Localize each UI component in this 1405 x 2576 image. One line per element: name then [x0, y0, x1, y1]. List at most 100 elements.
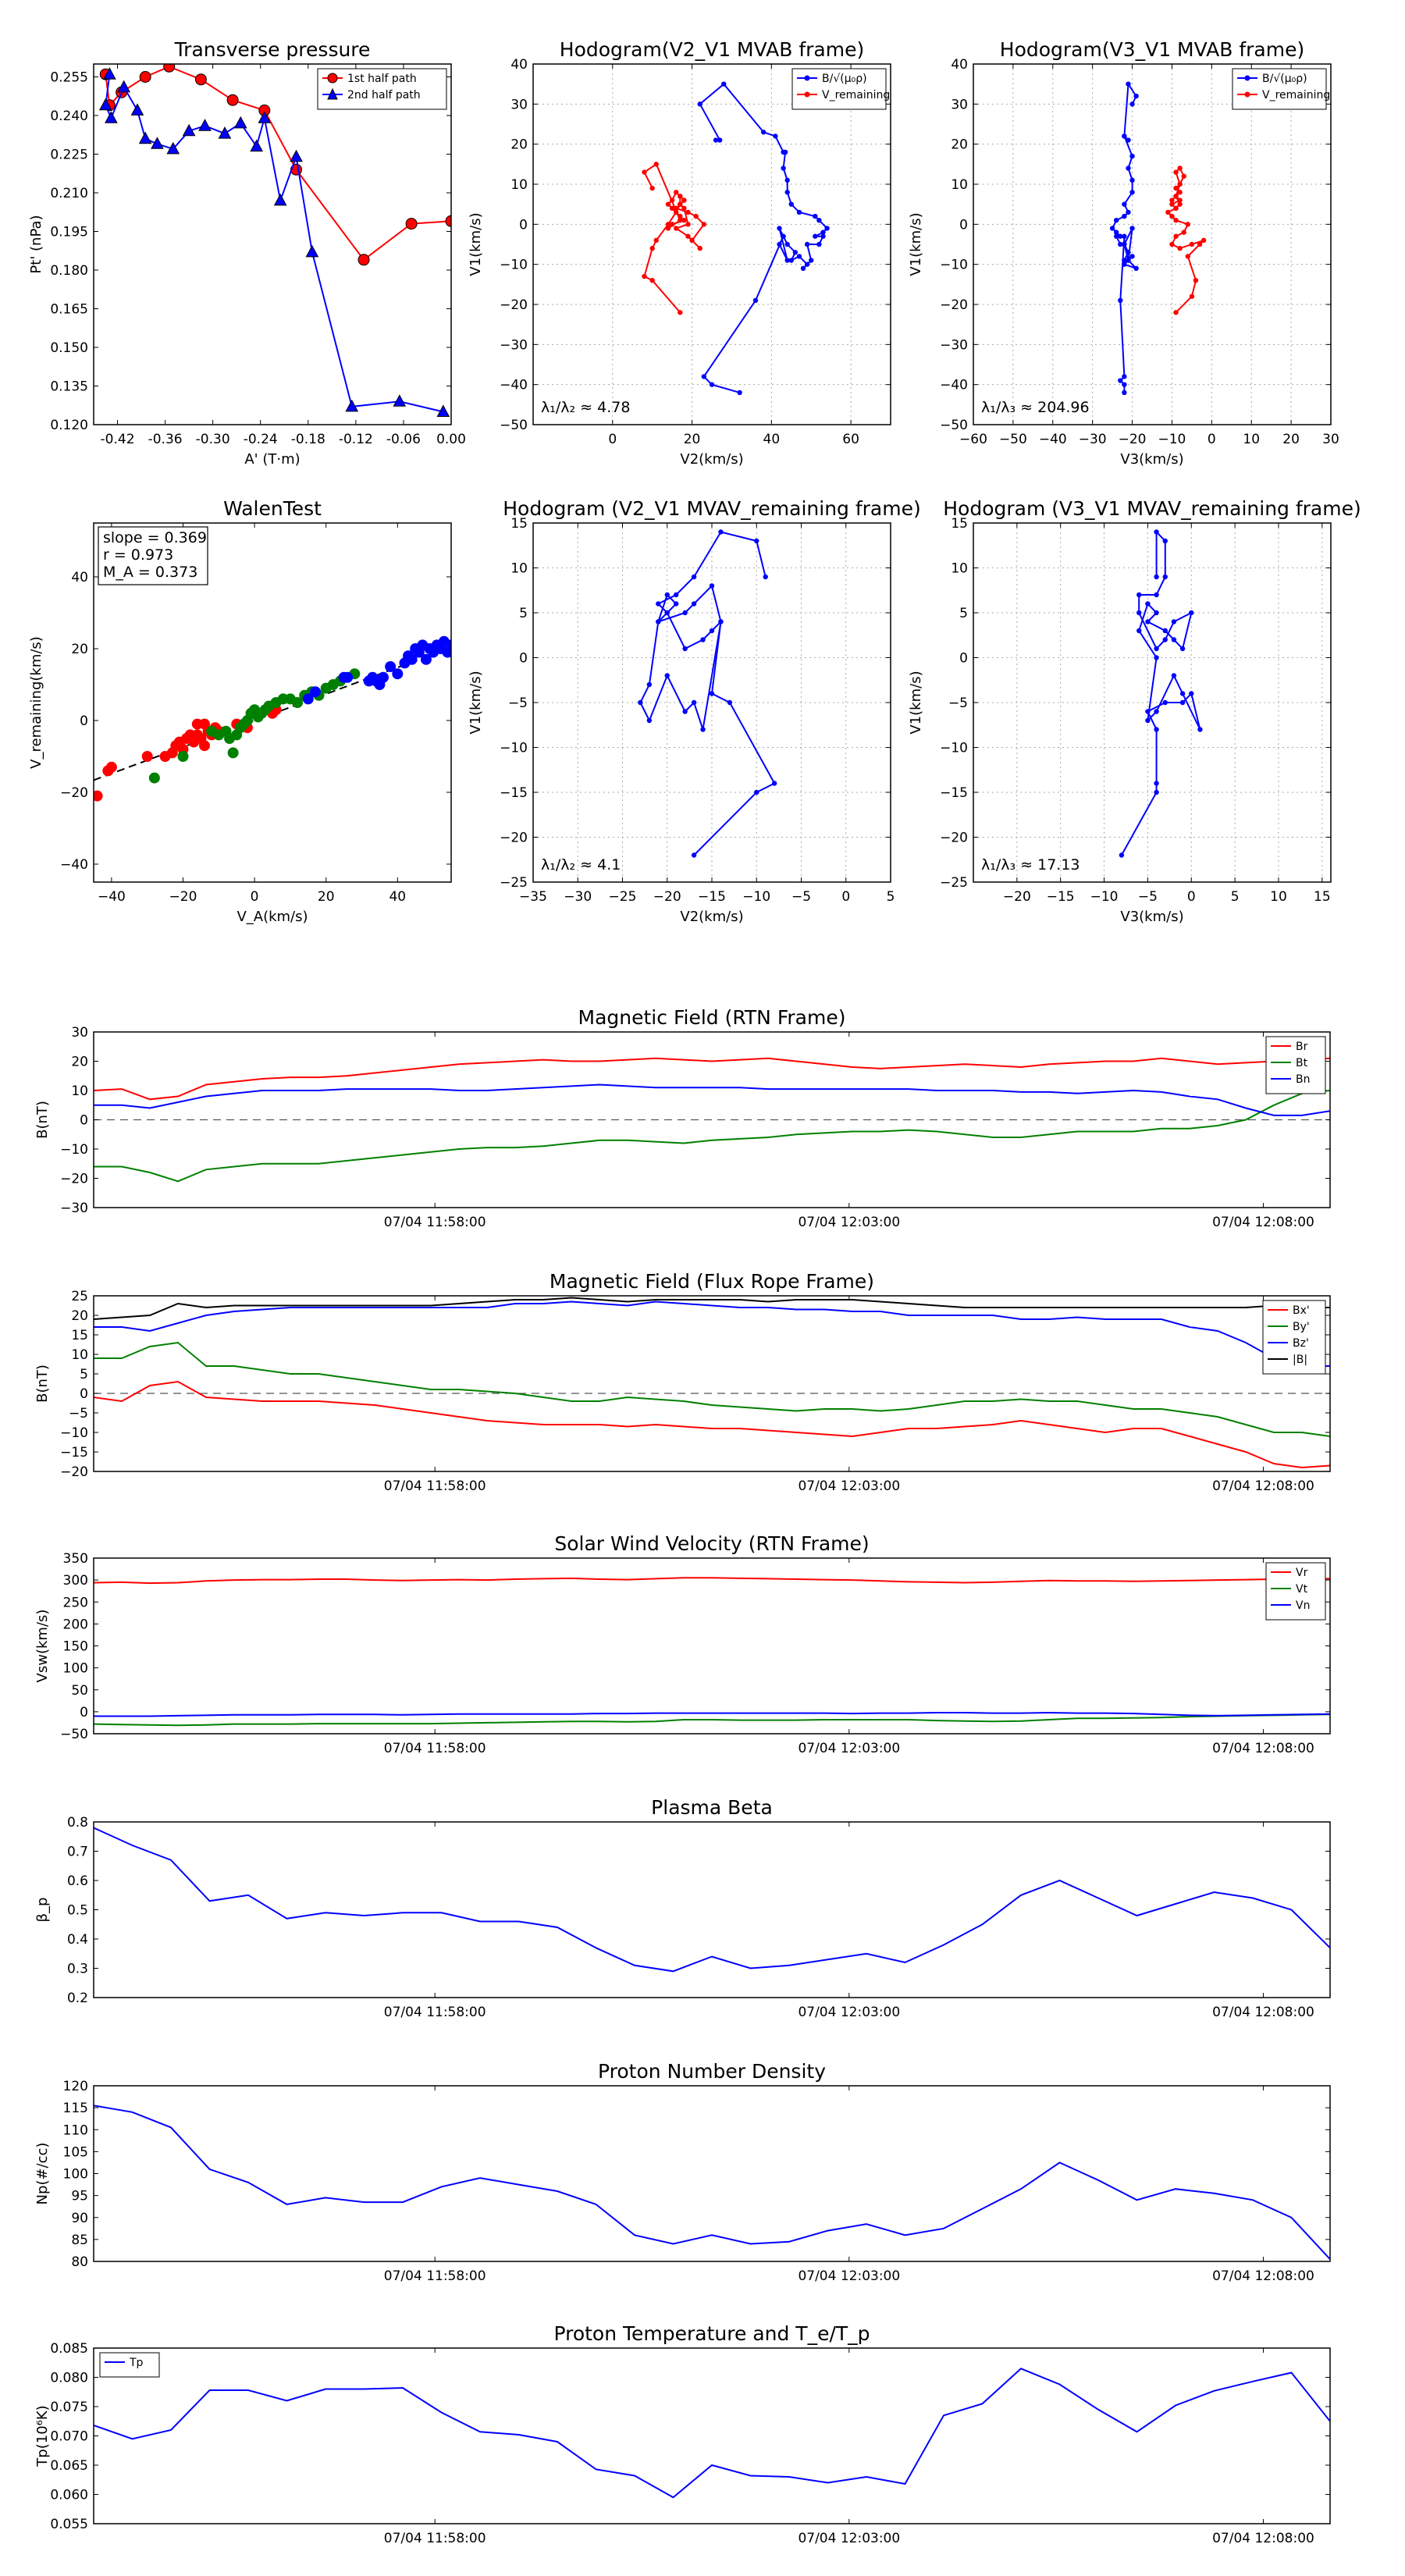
- data-point: [788, 258, 794, 263]
- y-tick-label: −20: [60, 785, 88, 801]
- y-tick-label: 100: [63, 1661, 88, 1677]
- scatter-point: [105, 761, 117, 773]
- chart-title: Magnetic Field (RTN Frame): [578, 1006, 846, 1029]
- y-tick-label: 0.4: [67, 1932, 88, 1948]
- x-tick-label: 07/04 11:58:00: [384, 1215, 486, 1230]
- data-point: [777, 226, 782, 231]
- data-point: [1179, 646, 1186, 652]
- data-point: [1126, 258, 1131, 263]
- chart-title: Magnetic Field (Flux Rope Frame): [550, 1270, 874, 1293]
- data-point: [1177, 190, 1183, 195]
- data-point: [665, 226, 671, 231]
- data-point: [784, 241, 790, 247]
- y-tick-label: 0.055: [50, 2517, 88, 2532]
- data-point: [1185, 254, 1191, 259]
- data-point: [1185, 222, 1191, 227]
- x-tick-label: 30: [1322, 432, 1339, 447]
- data-point: [194, 73, 207, 86]
- annotation: λ₁/λ₃ ≈ 204.96: [981, 399, 1090, 416]
- plot-area: [94, 2368, 1330, 2499]
- y-tick-label: −5: [508, 696, 528, 711]
- legend-box: [1262, 1300, 1326, 1375]
- x-tick-label: −40: [98, 889, 126, 905]
- y-tick-label: −20: [940, 831, 968, 846]
- data-point: [796, 254, 802, 259]
- data-point: [198, 119, 212, 131]
- axes-frame: [93, 1031, 1331, 1208]
- y-tick-label: 0.3: [67, 1962, 88, 1977]
- data-point: [1145, 601, 1151, 607]
- data-point: [674, 209, 679, 215]
- y-tick-label: 50: [71, 1683, 88, 1699]
- legend-box: [99, 2352, 160, 2378]
- stats-frame: [98, 526, 208, 585]
- data-point: [701, 222, 707, 227]
- scatter-point: [227, 747, 239, 759]
- chart-tp: Proton Temperature and T_e/T_p 0.055 0.060…: [34, 2322, 1331, 2546]
- series-line-Vr: [94, 1577, 1330, 1585]
- data-point: [697, 101, 702, 107]
- legend-marker: [804, 91, 810, 98]
- y-tick-label: 350: [63, 1551, 88, 1567]
- legend: Br Bt Bn: [1265, 1036, 1326, 1094]
- data-point: [681, 205, 687, 211]
- data-point: [1154, 529, 1159, 535]
- data-point: [674, 190, 679, 195]
- axes-frame: [93, 1821, 1331, 1998]
- x-tick-label: -0.36: [148, 432, 183, 447]
- data-point: [305, 244, 319, 258]
- data-point: [273, 193, 287, 206]
- data-point: [1177, 197, 1183, 203]
- axes-frame: [93, 1295, 1331, 1472]
- data-point: [1154, 592, 1159, 598]
- x-tick-label: 0.00: [436, 432, 466, 447]
- data-point: [718, 619, 724, 624]
- y-tick-label: 105: [63, 2144, 88, 2160]
- data-point: [754, 538, 759, 544]
- y-tick-label: 10: [71, 1347, 88, 1363]
- data-point: [151, 137, 164, 149]
- chart-title: WalenTest: [223, 497, 322, 520]
- y-tick-label: 0: [80, 1705, 88, 1720]
- data-point: [1122, 213, 1127, 219]
- scatter-point: [342, 671, 354, 683]
- data-point: [800, 265, 806, 271]
- x-tick-label: −20: [1003, 889, 1031, 905]
- legend-box: [317, 68, 447, 110]
- data-point: [1129, 254, 1135, 259]
- x-tick-label: 07/04 11:58:00: [384, 1478, 486, 1494]
- y-tick-label: 0.195: [50, 225, 88, 240]
- series-line-Bz': [94, 1300, 1330, 1367]
- data-point: [1154, 781, 1159, 786]
- legend: Tp: [99, 2352, 160, 2378]
- data-point: [665, 201, 671, 207]
- x-tick-label: 07/04 12:08:00: [1212, 1478, 1314, 1494]
- data-point: [678, 201, 683, 207]
- y-tick-label: −10: [60, 1425, 88, 1441]
- x-tick-label: 07/04 12:08:00: [1212, 1741, 1314, 1756]
- series-line-Np: [94, 2105, 1330, 2260]
- scatter-point: [148, 772, 160, 784]
- x-tick-label: −35: [519, 889, 547, 905]
- y-tick-label: −10: [940, 258, 968, 273]
- data-point: [646, 681, 653, 688]
- data-point: [1133, 265, 1139, 271]
- data-point: [1179, 691, 1186, 696]
- x-tick-label: −10: [1090, 889, 1119, 905]
- y-tick-label: −5: [69, 1406, 88, 1421]
- x-axis-label: A' (T·m): [244, 451, 300, 468]
- scatter-point: [94, 790, 103, 802]
- data-point: [681, 218, 687, 223]
- data-point: [1162, 637, 1168, 642]
- data-point: [777, 241, 782, 247]
- legend-label: Bx': [1293, 1304, 1310, 1317]
- data-point: [1129, 153, 1135, 159]
- data-point: [1193, 278, 1199, 283]
- series-line-Bn: [94, 1083, 1330, 1116]
- data-point: [771, 781, 777, 786]
- y-tick-label: 10: [951, 561, 968, 577]
- plot-area: [94, 1297, 1330, 1469]
- data-point: [737, 390, 742, 396]
- data-point: [709, 583, 715, 589]
- axes-frame: [973, 522, 1332, 883]
